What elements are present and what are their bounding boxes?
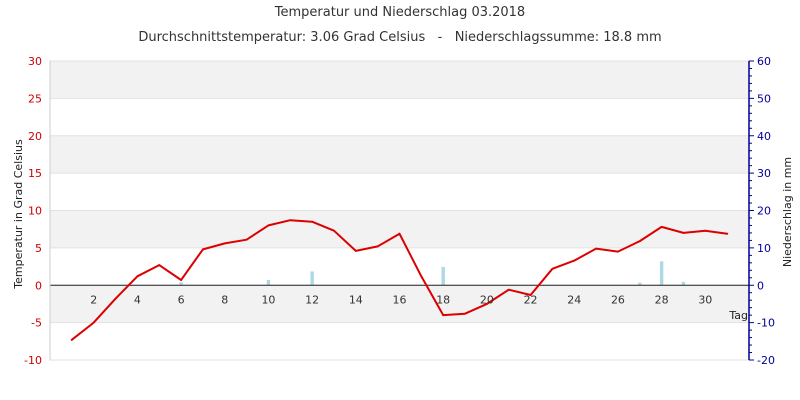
- left-tick-20: 20: [28, 130, 42, 143]
- x-tick-22: 22: [524, 293, 538, 306]
- temperature-point-day-29: [682, 232, 685, 234]
- right-tick-30: 30: [757, 167, 771, 180]
- left-tick-0: 0: [35, 279, 42, 292]
- x-tick-10: 10: [261, 293, 275, 306]
- precipitation-bar-day-6: [179, 282, 183, 286]
- precipitation-bar-day-10: [266, 280, 271, 286]
- temperature-point-day-5: [158, 264, 161, 266]
- left-tick--10: -10: [24, 354, 42, 367]
- right-tick--20: -20: [757, 354, 775, 367]
- temperature-point-day-18: [442, 314, 445, 317]
- temperature-point-day-23: [551, 267, 554, 270]
- temperature-point-day-17: [420, 275, 423, 278]
- right-tick-0: 0: [757, 279, 764, 292]
- temperature-point-day-22: [529, 294, 532, 296]
- right-tick-50: 50: [757, 92, 771, 105]
- background-bands: [49, 60, 750, 361]
- x-tick-8: 8: [221, 293, 228, 306]
- left-tick-5: 5: [35, 242, 42, 255]
- right-tick-60: 60: [757, 55, 771, 68]
- temperature-point-day-13: [333, 229, 335, 232]
- x-axis-title: Tag: [728, 309, 748, 322]
- temperature-point-day-3: [114, 297, 117, 300]
- temperature-point-day-10: [267, 224, 270, 227]
- x-tick-20: 20: [480, 293, 494, 306]
- temperature-point-day-31: [726, 232, 729, 235]
- x-tick-30: 30: [698, 293, 712, 306]
- gridlines: [50, 60, 749, 361]
- x-tick-14: 14: [349, 293, 363, 306]
- temperature-line-layer: [70, 219, 729, 341]
- temperature-point-day-12: [311, 220, 314, 223]
- x-tick-24: 24: [567, 293, 581, 306]
- precipitation-bar-day-27: [638, 282, 642, 286]
- band-10-15: [50, 173, 749, 211]
- temperature-point-day-15: [376, 245, 379, 248]
- temperature-point-day-6: [180, 279, 182, 281]
- band--5-0: [50, 285, 749, 323]
- band--10--5: [50, 322, 749, 360]
- temperature-point-day-24: [573, 259, 576, 262]
- precipitation-bar-day-28: [659, 261, 664, 286]
- right-tick--10: -10: [757, 317, 775, 330]
- temperature-point-day-19: [464, 312, 466, 315]
- axes: [49, 60, 754, 361]
- temperature-point-day-20: [485, 303, 488, 305]
- temperature-point-day-2: [92, 321, 95, 324]
- temperature-point-day-25: [595, 247, 597, 250]
- precipitation-bars: [179, 261, 686, 286]
- temperature-point-day-16: [398, 232, 401, 235]
- temperature-point-day-11: [289, 219, 292, 222]
- temperature-point-day-27: [638, 240, 641, 243]
- x-tick-6: 6: [178, 293, 185, 306]
- left-tick-10: 10: [28, 205, 42, 218]
- chart-subtitle: Durchschnittstemperatur: 3.06 Grad Celsi…: [138, 30, 661, 45]
- right-axis-title: Niederschlag in mm: [781, 157, 794, 267]
- x-tick-26: 26: [611, 293, 625, 306]
- x-tick-28: 28: [655, 293, 669, 306]
- temperature-point-day-7: [202, 248, 204, 251]
- temperature-point-day-1: [70, 338, 73, 341]
- precipitation-bar-day-12: [310, 271, 314, 286]
- right-tick-20: 20: [757, 205, 771, 218]
- right-tick-40: 40: [757, 130, 771, 143]
- precipitation-bar-day-29: [681, 281, 686, 286]
- band-5-10: [50, 210, 749, 248]
- x-tick-12: 12: [305, 293, 319, 306]
- temperature-point-day-9: [245, 238, 248, 241]
- x-tick-18: 18: [436, 293, 450, 306]
- x-tick-4: 4: [134, 293, 141, 306]
- x-tick-16: 16: [393, 293, 407, 306]
- band-20-25: [50, 98, 749, 136]
- temperature-point-day-8: [223, 242, 226, 245]
- band-0-5: [50, 247, 749, 286]
- band-25-30: [50, 61, 749, 99]
- left-tick--5: -5: [31, 317, 42, 330]
- chart-title: Temperatur und Niederschlag 03.2018: [274, 5, 525, 20]
- temperature-point-day-21: [507, 288, 510, 291]
- left-tick-15: 15: [28, 167, 42, 180]
- temperature-point-day-14: [354, 249, 357, 252]
- band-15-20: [50, 135, 749, 174]
- temperature-point-day-26: [617, 250, 619, 253]
- left-axis-title: Temperatur in Grad Celsius: [12, 139, 25, 290]
- temperature-point-day-4: [136, 275, 139, 278]
- left-tick-30: 30: [28, 55, 42, 68]
- temperature-point-day-30: [704, 229, 707, 232]
- precipitation-bar-day-18: [441, 266, 445, 286]
- x-tick-2: 2: [90, 293, 97, 306]
- right-tick-10: 10: [757, 242, 771, 255]
- temperature-point-day-28: [660, 226, 663, 228]
- left-tick-25: 25: [28, 92, 42, 105]
